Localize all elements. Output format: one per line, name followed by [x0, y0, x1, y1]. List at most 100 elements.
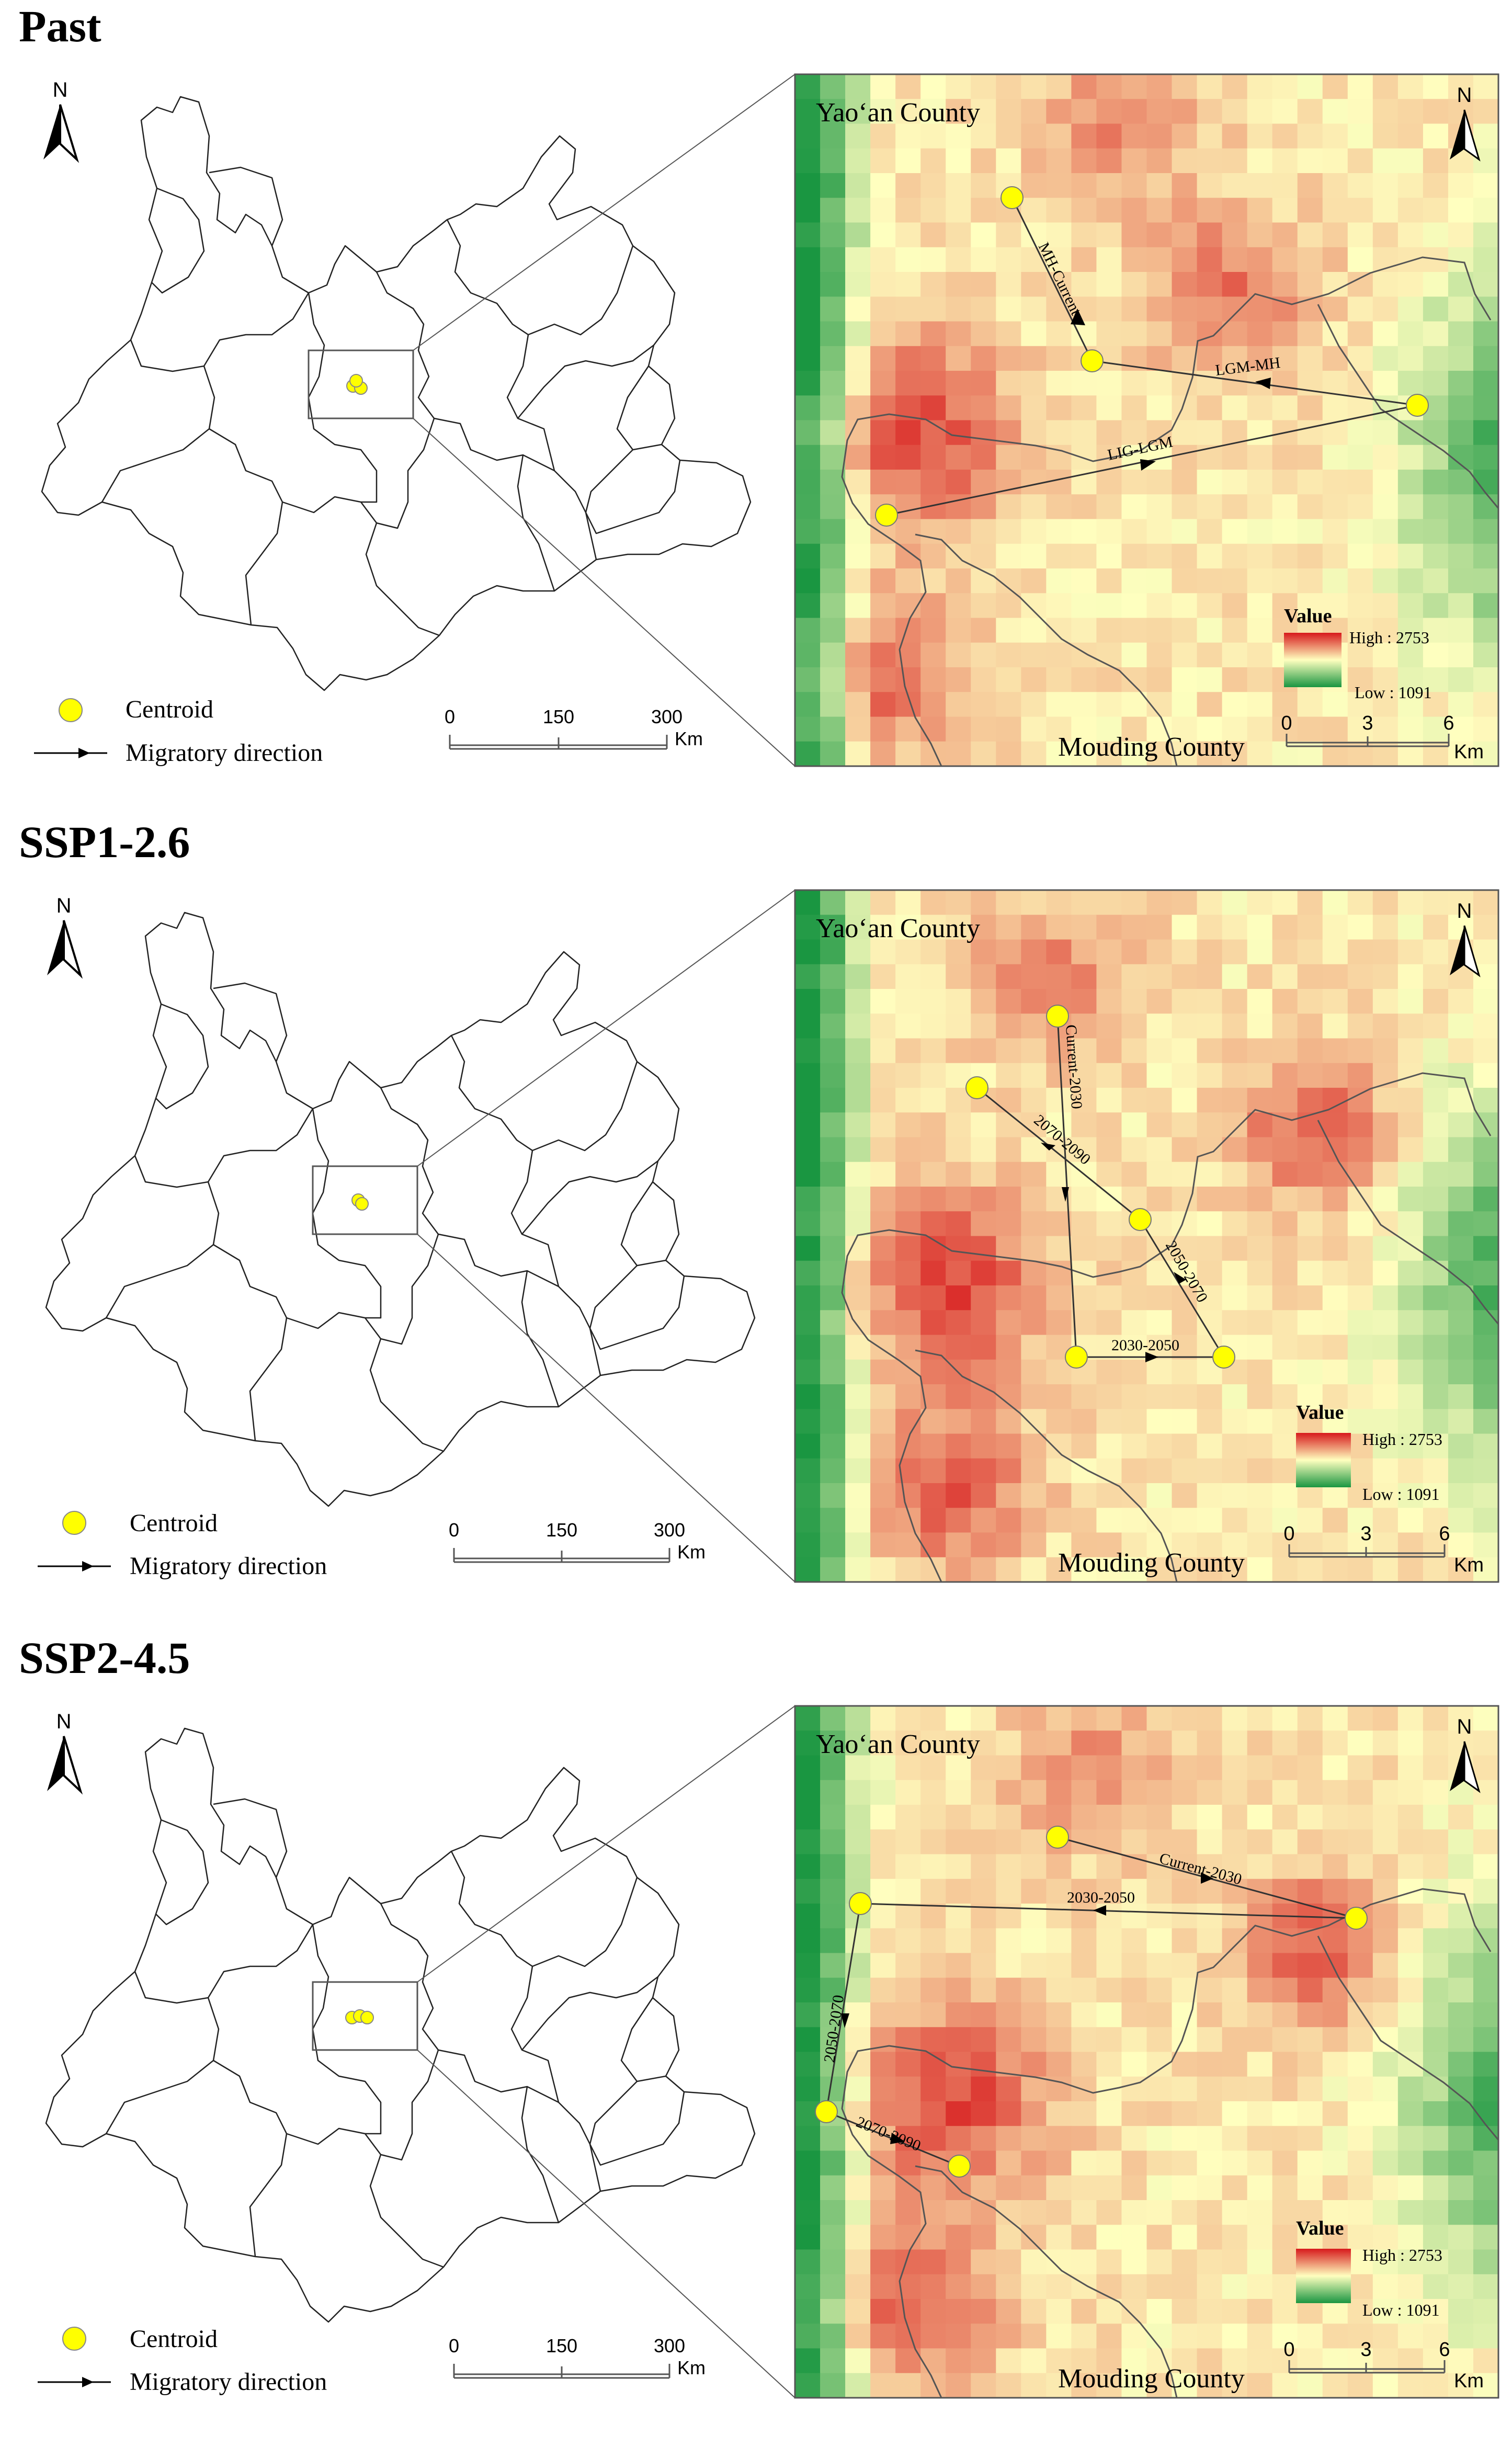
route-arrow	[1041, 1143, 1055, 1151]
north-label: N	[56, 894, 72, 917]
legend-arrow-icon	[38, 1561, 111, 1571]
overview-map	[41, 74, 795, 767]
north-arrow-icon: N	[43, 78, 79, 163]
route-arrow	[1201, 1872, 1213, 1884]
route-arrow	[1174, 1272, 1186, 1284]
legend-value-title: Value	[1296, 1402, 1344, 1424]
scale-tick: 150	[543, 706, 574, 727]
centroid-marker	[349, 374, 363, 388]
centroid-marker	[360, 2011, 374, 2024]
study-area-box	[312, 1165, 418, 1235]
study-area-box	[312, 1981, 418, 2051]
legend-centroid-icon	[59, 698, 83, 722]
panel-title: SSP1-2.6	[19, 817, 190, 867]
overview-scalebar: 0 150 300 Km	[449, 1519, 706, 1563]
connector-line	[413, 74, 795, 351]
route-label: 2030-2050	[1111, 1337, 1179, 1354]
legend-migratory-label: Migratory direction	[126, 739, 323, 767]
connector-line	[417, 1705, 795, 1983]
inset-map: Current-2030 2070-2090 2050-2070 2030-20…	[794, 889, 1499, 1583]
panel-title: SSP2-4.5	[19, 1633, 190, 1683]
route-arrow	[1145, 1352, 1158, 1362]
north-arrow-icon: N	[47, 894, 83, 979]
county-label-top: Yao‘an County	[816, 98, 980, 128]
legend-migratory-label: Migratory direction	[130, 1552, 327, 1580]
route-arrow	[1062, 1187, 1069, 1202]
legend-centroid-label: Centroid	[130, 1509, 218, 1537]
north-arrow-icon: N	[47, 1710, 83, 1795]
county-label-top: Yao‘an County	[816, 1729, 980, 1759]
scale-tick: 3	[1360, 1523, 1371, 1545]
legend-arrow-icon	[38, 2377, 111, 2387]
centroid-marker	[1065, 1346, 1088, 1369]
legend-value-title: Value	[1296, 2217, 1344, 2239]
legend-value-title: Value	[1284, 605, 1332, 627]
route-label: 2030-2050	[1067, 1889, 1135, 1906]
county-label-bottom: Mouding County	[1058, 732, 1245, 762]
centroid-marker	[1046, 1005, 1069, 1028]
scale-tick: 6	[1439, 2339, 1450, 2361]
centroid-marker	[1212, 1346, 1235, 1369]
scale-tick: 0	[1283, 2339, 1294, 2361]
centroid-marker	[1345, 1907, 1368, 1930]
study-area-box	[308, 349, 414, 419]
inset-map: MH-Current LGM-MH LIG-LGM	[794, 73, 1499, 767]
scale-tick: 150	[546, 1519, 577, 1541]
legend-centroid-icon	[62, 2327, 86, 2351]
scale-tick: 300	[651, 706, 683, 727]
north-label: N	[53, 78, 68, 101]
scale-unit: Km	[675, 728, 703, 749]
connector-line	[417, 2049, 795, 2398]
centroid-marker	[965, 1076, 988, 1099]
scale-tick: 0	[449, 2335, 459, 2356]
inset-map: Current-2030 2030-2050 2050-2070 2070-20…	[794, 1705, 1499, 2399]
legend-high: High : 2753	[1362, 1430, 1442, 1449]
centroid-marker	[1046, 1826, 1069, 1849]
route-arrow	[1140, 459, 1156, 471]
scale-tick: 0	[1283, 1523, 1294, 1545]
scale-tick: 6	[1439, 1523, 1450, 1545]
panel-ssp245: SSP2-4.5 N Centroid Migratory direction	[0, 1632, 1512, 2437]
north-label: N	[56, 1710, 72, 1733]
centroid-marker	[1001, 186, 1024, 209]
connector-line	[417, 1234, 795, 1582]
county-label-top: Yao‘an County	[816, 914, 980, 943]
county-label-bottom: Mouding County	[1058, 1548, 1245, 1578]
legend-low: Low : 1091	[1362, 1485, 1440, 1504]
legend-low: Low : 1091	[1362, 2301, 1440, 2319]
legend-low: Low : 1091	[1355, 683, 1432, 702]
scale-tick: 0	[445, 706, 455, 727]
scale-tick: 0	[449, 1519, 459, 1541]
panel-graphics: N Centroid Migratory direction 0 150 300…	[34, 73, 1499, 767]
scale-tick: 6	[1443, 712, 1454, 734]
legend-centroid-label: Centroid	[126, 696, 213, 723]
centroid-marker	[875, 504, 898, 527]
legend-high: High : 2753	[1349, 628, 1429, 647]
connector-line	[413, 418, 795, 767]
centroid-marker	[815, 2100, 838, 2123]
scale-tick: 300	[654, 2335, 685, 2356]
route-arrow	[890, 2133, 905, 2144]
centroid-marker	[948, 2155, 971, 2178]
connector-line	[417, 890, 795, 1167]
overview-scalebar: 0 150 300 Km	[445, 706, 703, 750]
overview-map	[45, 1705, 795, 2398]
scale-tick: 3	[1362, 712, 1373, 734]
centroid-marker	[849, 1892, 872, 1915]
legend-centroid-label: Centroid	[130, 2325, 218, 2353]
route-lines	[886, 197, 1418, 516]
north-label: N	[1457, 84, 1472, 107]
centroid-marker	[1081, 349, 1104, 372]
panel-graphics: N Centroid Migratory direction 0 150 300…	[38, 1705, 1499, 2399]
route-arrow	[1093, 1905, 1106, 1916]
centroid-marker	[1406, 394, 1429, 417]
north-label: N	[1457, 1715, 1472, 1738]
scale-tick: 3	[1360, 2339, 1371, 2361]
route-arrow	[1071, 309, 1085, 325]
scale-unit: Km	[1454, 741, 1484, 763]
scale-tick: 300	[654, 1519, 685, 1541]
scale-unit: Km	[1454, 2370, 1484, 2392]
legend-high: High : 2753	[1362, 2246, 1442, 2264]
route-arrow	[841, 2013, 849, 2028]
overview-map	[45, 890, 795, 1582]
